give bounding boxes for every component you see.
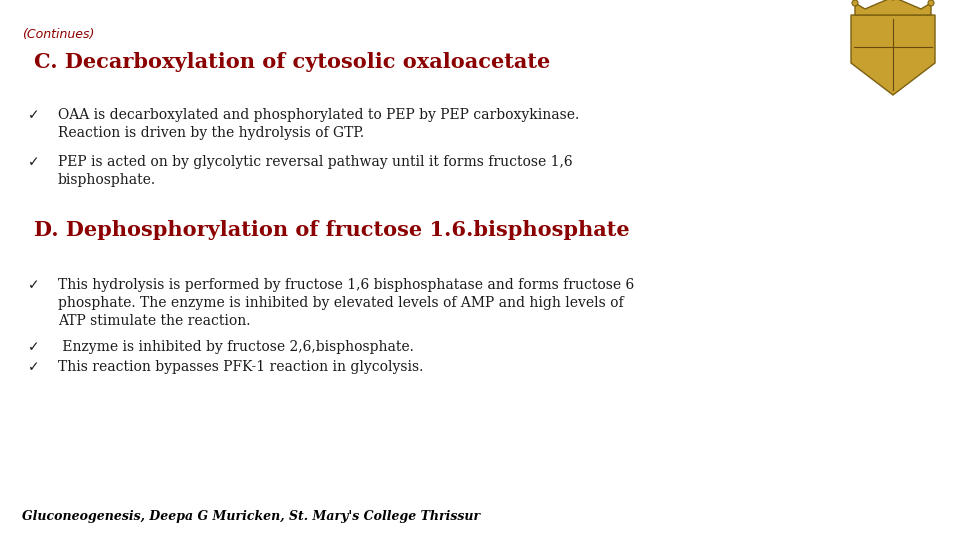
Text: This hydrolysis is performed by fructose 1,6 bisphosphatase and forms fructose 6: This hydrolysis is performed by fructose… (58, 278, 635, 292)
Text: PEP is acted on by glycolytic reversal pathway until it forms fructose 1,6: PEP is acted on by glycolytic reversal p… (58, 155, 572, 169)
Text: ✓: ✓ (28, 278, 39, 292)
Text: (Continues): (Continues) (22, 28, 94, 41)
Text: ✓: ✓ (28, 340, 39, 354)
Circle shape (928, 0, 934, 6)
Text: Gluconeogenesis, Deepa G Muricken, St. Mary's College Thrissur: Gluconeogenesis, Deepa G Muricken, St. M… (22, 510, 480, 523)
Polygon shape (851, 15, 935, 95)
Text: C. Decarboxylation of cytosolic oxaloacetate: C. Decarboxylation of cytosolic oxaloace… (34, 52, 550, 72)
Text: bisphosphate.: bisphosphate. (58, 173, 156, 187)
Text: Reaction is driven by the hydrolysis of GTP.: Reaction is driven by the hydrolysis of … (58, 126, 364, 140)
Text: D. Dephosphorylation of fructose 1.6.bisphosphate: D. Dephosphorylation of fructose 1.6.bis… (34, 220, 630, 240)
Circle shape (852, 0, 858, 6)
Polygon shape (855, 0, 931, 15)
Text: OAA is decarboxylated and phosphorylated to PEP by PEP carboxykinase.: OAA is decarboxylated and phosphorylated… (58, 108, 579, 122)
Text: Enzyme is inhibited by fructose 2,6,bisphosphate.: Enzyme is inhibited by fructose 2,6,bisp… (58, 340, 414, 354)
Text: phosphate. The enzyme is inhibited by elevated levels of AMP and high levels of: phosphate. The enzyme is inhibited by el… (58, 296, 624, 310)
Text: ✓: ✓ (28, 360, 39, 374)
Text: ATP stimulate the reaction.: ATP stimulate the reaction. (58, 314, 251, 328)
Text: ✓: ✓ (28, 108, 39, 122)
Text: This reaction bypasses PFK-1 reaction in glycolysis.: This reaction bypasses PFK-1 reaction in… (58, 360, 423, 374)
Text: ✓: ✓ (28, 155, 39, 169)
